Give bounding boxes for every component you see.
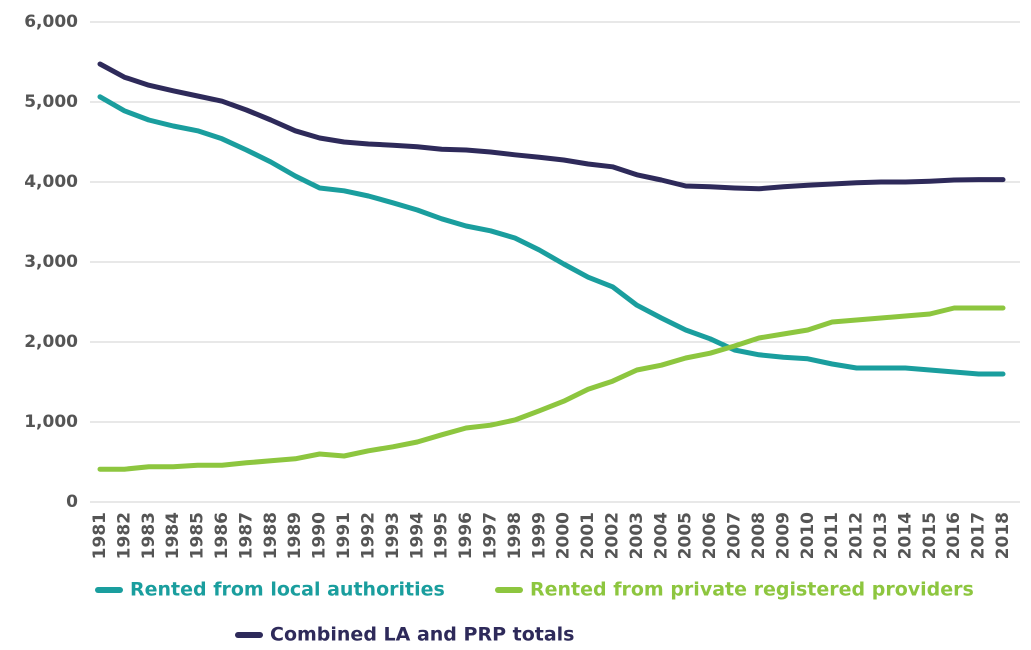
- line-series: [97, 94, 1006, 377]
- x-tick-label: 1999: [529, 512, 549, 559]
- x-tick-label: 2000: [554, 512, 574, 559]
- x-tick-label: 1988: [261, 512, 281, 559]
- x-tick-label: 2004: [651, 512, 671, 559]
- x-tick-label: 2013: [871, 512, 891, 559]
- x-tick-label: 2006: [700, 512, 720, 559]
- x-tick-label: 2002: [603, 512, 623, 559]
- x-tick-label: 1981: [90, 512, 110, 559]
- x-tick-label: 1985: [188, 512, 208, 559]
- y-tick-label: 4,000: [24, 172, 78, 192]
- x-tick-label: 1997: [480, 512, 500, 559]
- x-tick-label: 2018: [993, 512, 1013, 559]
- x-tick-label: 1982: [114, 512, 134, 559]
- x-tick-label: 2017: [969, 512, 989, 559]
- x-tick-label: 2012: [847, 512, 867, 559]
- y-tick-label: 5,000: [24, 92, 78, 112]
- x-tick-label: 2010: [798, 512, 818, 559]
- x-tick-label: 1998: [505, 512, 525, 559]
- x-tick-label: 2011: [822, 512, 842, 559]
- x-tick-label: 1987: [236, 512, 256, 559]
- y-tick-label: 3,000: [24, 252, 78, 272]
- line-series: [97, 61, 1006, 192]
- legend-label: Rented from private registered providers: [530, 579, 974, 601]
- x-tick-label: 2015: [920, 512, 940, 559]
- x-tick-label: 2009: [773, 512, 793, 559]
- y-tick-label: 1,000: [24, 412, 78, 432]
- x-tick-label: 1984: [163, 512, 183, 559]
- y-tick-label: 6,000: [24, 12, 78, 32]
- x-tick-label: 2007: [725, 512, 745, 559]
- x-tick-label: 2003: [627, 512, 647, 559]
- y-tick-label: 2,000: [24, 332, 78, 352]
- x-tick-label: 2008: [749, 512, 769, 559]
- x-tick-label: 1991: [334, 512, 354, 559]
- x-tick-label: 1989: [285, 512, 305, 559]
- x-tick-label: 1995: [432, 512, 452, 559]
- x-tick-label: 1990: [310, 512, 330, 559]
- x-tick-label: 1993: [383, 512, 403, 559]
- x-tick-label: 1983: [139, 512, 159, 559]
- x-tick-label: 1992: [358, 512, 378, 559]
- line-series: [97, 305, 1006, 472]
- x-tick-label: 2016: [944, 512, 964, 559]
- x-tick-label: 1994: [407, 512, 427, 559]
- legend-label: Combined LA and PRP totals: [270, 624, 574, 646]
- x-tick-label: 2005: [676, 512, 696, 559]
- x-tick-label: 1986: [212, 512, 232, 559]
- x-tick-label: 1996: [456, 512, 476, 559]
- x-tick-label: 2001: [578, 512, 598, 559]
- y-tick-label: 0: [66, 492, 78, 512]
- legend-label: Rented from local authorities: [130, 579, 445, 601]
- x-tick-label: 2014: [895, 512, 915, 559]
